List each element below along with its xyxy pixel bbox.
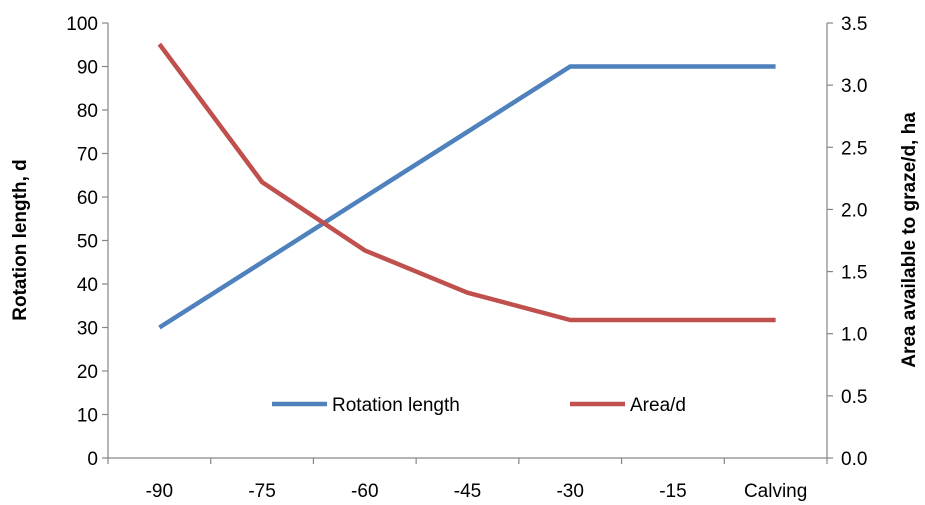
left-tick-label: 70 [77, 145, 98, 166]
right-axis-ticks: 0.0 0.5 1.0 1.5 2.0 2.5 3.0 3.5 [827, 14, 867, 470]
right-tick-label: 2.0 [841, 200, 867, 221]
left-tick-label: 0 [87, 449, 98, 470]
x-tick-label: -45 [454, 481, 481, 502]
left-tick-label: 100 [66, 14, 98, 35]
x-axis-ticks: -90 -75 -60 -45 -30 -15 Calving [107, 458, 828, 502]
x-tick-label: -60 [351, 481, 378, 502]
x-tick-label: Calving [744, 481, 807, 502]
x-tick-label: -15 [659, 481, 686, 502]
right-tick-label: 3.0 [841, 76, 867, 97]
right-tick-label: 2.5 [841, 138, 867, 159]
x-tick-label: -90 [146, 481, 173, 502]
right-axis-label: Area available to graze/d, ha [899, 112, 920, 368]
left-tick-label: 30 [77, 319, 98, 340]
right-tick-label: 0.0 [841, 449, 867, 470]
right-tick-label: 0.5 [841, 387, 867, 408]
left-tick-label: 10 [77, 406, 98, 427]
right-tick-label: 3.5 [841, 14, 867, 35]
legend-label: Area/d [630, 395, 686, 416]
x-tick-label: -30 [556, 481, 583, 502]
series-line-area-d [157, 42, 776, 323]
legend-label: Rotation length [332, 395, 460, 416]
x-tick-label: -75 [248, 481, 275, 502]
left-tick-label: 50 [77, 232, 98, 253]
left-axis-label: Rotation length, d [10, 159, 31, 320]
plot-axes [107, 23, 828, 459]
left-tick-label: 60 [77, 188, 98, 209]
right-tick-label: 1.0 [841, 325, 867, 346]
left-tick-label: 80 [77, 101, 98, 122]
left-tick-label: 90 [77, 58, 98, 79]
series-line-rotation-length [158, 64, 776, 330]
legend: Rotation length Area/d [272, 395, 686, 416]
series-lines [157, 42, 776, 330]
right-tick-label: 1.5 [841, 263, 867, 284]
left-tick-label: 40 [77, 275, 98, 296]
left-tick-label: 20 [77, 362, 98, 383]
left-axis-ticks: 0 10 20 30 40 50 60 70 80 90 100 [66, 14, 108, 470]
